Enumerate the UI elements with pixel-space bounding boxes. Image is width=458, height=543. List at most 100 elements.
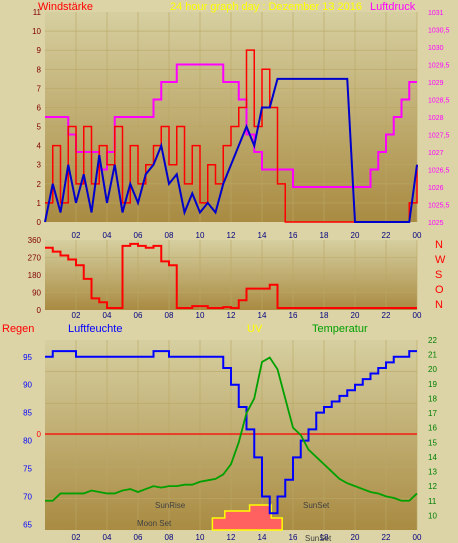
compass-label: W <box>435 254 446 266</box>
pressure-y-tick-label: 1025 <box>428 220 444 227</box>
wind-y-tick-label: 3 <box>37 161 42 170</box>
pressure-y-tick-label: 1028 <box>428 115 444 122</box>
temperature-y-tick-label: 12 <box>428 482 437 491</box>
temperature-y-tick-label: 11 <box>428 497 437 506</box>
x-tick-label: 00 <box>413 311 422 320</box>
temperature-y-tick-label: 21 <box>428 351 437 360</box>
sunrise-label: SunRise <box>155 501 186 510</box>
humidity-y-tick-label: 65 <box>23 520 32 529</box>
x-tick-label: 22 <box>382 533 391 542</box>
uv-bar <box>211 504 283 531</box>
pressure-y-tick-label: 1026,5 <box>428 168 450 175</box>
direction-y-tick-label: 270 <box>28 254 42 263</box>
wind-y-tick-label: 7 <box>37 84 42 93</box>
x-tick-label: 18 <box>320 533 329 542</box>
temperature-y-tick-label: 14 <box>428 453 437 462</box>
pressure-y-tick-label: 1027,5 <box>428 133 450 140</box>
x-tick-label: 14 <box>258 311 267 320</box>
temperature-y-tick-label: 10 <box>428 511 437 520</box>
x-tick-label: 00 <box>413 533 422 542</box>
x-tick-label: 12 <box>227 311 236 320</box>
x-tick-label: 22 <box>382 311 391 320</box>
x-tick-label: 12 <box>227 533 236 542</box>
wind-y-tick-label: 10 <box>32 27 41 36</box>
temperature-line <box>45 356 418 502</box>
x-tick-label: 06 <box>134 311 143 320</box>
x-tick-label: 10 <box>196 311 205 320</box>
pressure-y-tick-label: 1029,5 <box>428 63 450 70</box>
x-tick-label: 08 <box>165 533 174 542</box>
uv-label: UV <box>247 323 263 335</box>
wind-y-tick-label: 6 <box>37 103 42 112</box>
x-tick-label: 14 <box>258 231 267 240</box>
pressure-y-tick-label: 1028,5 <box>428 98 450 105</box>
x-tick-label: 20 <box>351 533 360 542</box>
direction-y-tick-label: 180 <box>28 271 42 280</box>
x-tick-label: 14 <box>258 533 267 542</box>
temperature-y-tick-label: 19 <box>428 380 437 389</box>
humidity-y-tick-label: 90 <box>23 381 32 390</box>
x-tick-label: 02 <box>72 533 81 542</box>
humidity-y-tick-label: 80 <box>23 437 32 446</box>
compass-label: N <box>435 239 443 251</box>
x-tick-label: 18 <box>320 231 329 240</box>
sunset-bottom-label: SunSet <box>305 534 332 543</box>
x-tick-label: 10 <box>196 231 205 240</box>
wind-y-tick-label: 4 <box>37 142 42 151</box>
x-tick-label: 20 <box>351 311 360 320</box>
humidity-y-tick-label: 85 <box>23 409 32 418</box>
x-tick-label: 18 <box>320 311 329 320</box>
x-tick-label: 08 <box>165 231 174 240</box>
temperature-y-tick-label: 16 <box>428 424 437 433</box>
x-tick-label: 02 <box>72 311 81 320</box>
direction-y-tick-label: 0 <box>37 306 42 315</box>
compass-label: O <box>435 284 444 296</box>
pressure-y-tick-label: 1031 <box>428 10 444 17</box>
x-tick-label: 08 <box>165 311 174 320</box>
x-tick-label: 04 <box>103 533 112 542</box>
x-tick-label: 12 <box>227 231 236 240</box>
pressure-y-tick-label: 1030 <box>428 45 444 52</box>
wind-average-line <box>44 77 418 223</box>
wind-direction-line <box>45 242 417 310</box>
temperature-y-tick-label: 17 <box>428 409 437 418</box>
temperature-y-tick-label: 15 <box>428 438 437 447</box>
moonset-label: Moon Set <box>137 519 172 528</box>
temperature-y-tick-label: 18 <box>428 394 437 403</box>
rain-label: Regen <box>2 323 34 335</box>
humidity-line <box>45 350 417 515</box>
pressure-y-tick-label: 1027 <box>428 150 444 157</box>
wind-y-tick-label: 0 <box>37 218 42 227</box>
x-tick-label: 22 <box>382 231 391 240</box>
pressure-y-tick-label: 1029 <box>428 80 444 87</box>
pressure-y-tick-label: 1030,5 <box>428 28 450 35</box>
x-tick-label: 16 <box>289 311 298 320</box>
wind-y-tick-label: 1 <box>37 199 42 208</box>
wind-y-tick-label: 2 <box>37 180 42 189</box>
direction-y-tick-label: 90 <box>32 289 41 298</box>
pressure-y-tick-label: 1025,5 <box>428 203 450 210</box>
compass-label: S <box>435 269 442 281</box>
pressure-y-tick-label: 1026 <box>428 185 444 192</box>
x-tick-label: 04 <box>103 311 112 320</box>
humidity-label: Luftfeuchte <box>68 323 122 335</box>
pressure-title: Luftdruck <box>370 1 416 13</box>
x-tick-label: 02 <box>72 231 81 240</box>
x-tick-label: 06 <box>134 533 143 542</box>
direction-y-tick-label: 360 <box>28 236 42 245</box>
temperature-label: Temperatur <box>312 323 368 335</box>
humidity-y-tick-label: 70 <box>23 492 32 501</box>
compass-label: N <box>435 299 443 311</box>
wind-y-tick-label: 11 <box>33 8 42 17</box>
graph-title: 24 hour graph day : Dezember 13 2016 <box>170 1 362 13</box>
humidity-y-tick-label: 75 <box>23 465 32 474</box>
wind-strength-title: Windstärke <box>38 1 93 13</box>
x-tick-label: 10 <box>196 533 205 542</box>
sunset-label: SunSet <box>303 501 330 510</box>
wind-y-tick-label: 5 <box>37 123 42 132</box>
temperature-y-tick-label: 20 <box>428 365 437 374</box>
temperature-y-tick-label: 22 <box>428 336 437 345</box>
x-tick-label: 00 <box>413 231 422 240</box>
